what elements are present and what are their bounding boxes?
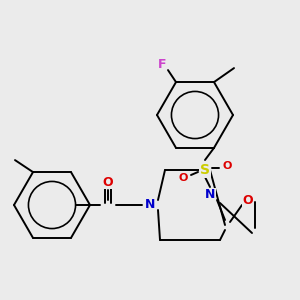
Text: O: O [222, 161, 232, 171]
Text: N: N [145, 199, 155, 212]
Text: F: F [158, 58, 166, 70]
Text: S: S [200, 163, 210, 177]
Text: O: O [243, 194, 253, 206]
Text: O: O [178, 173, 188, 183]
Text: N: N [205, 188, 215, 202]
Text: O: O [103, 176, 113, 188]
